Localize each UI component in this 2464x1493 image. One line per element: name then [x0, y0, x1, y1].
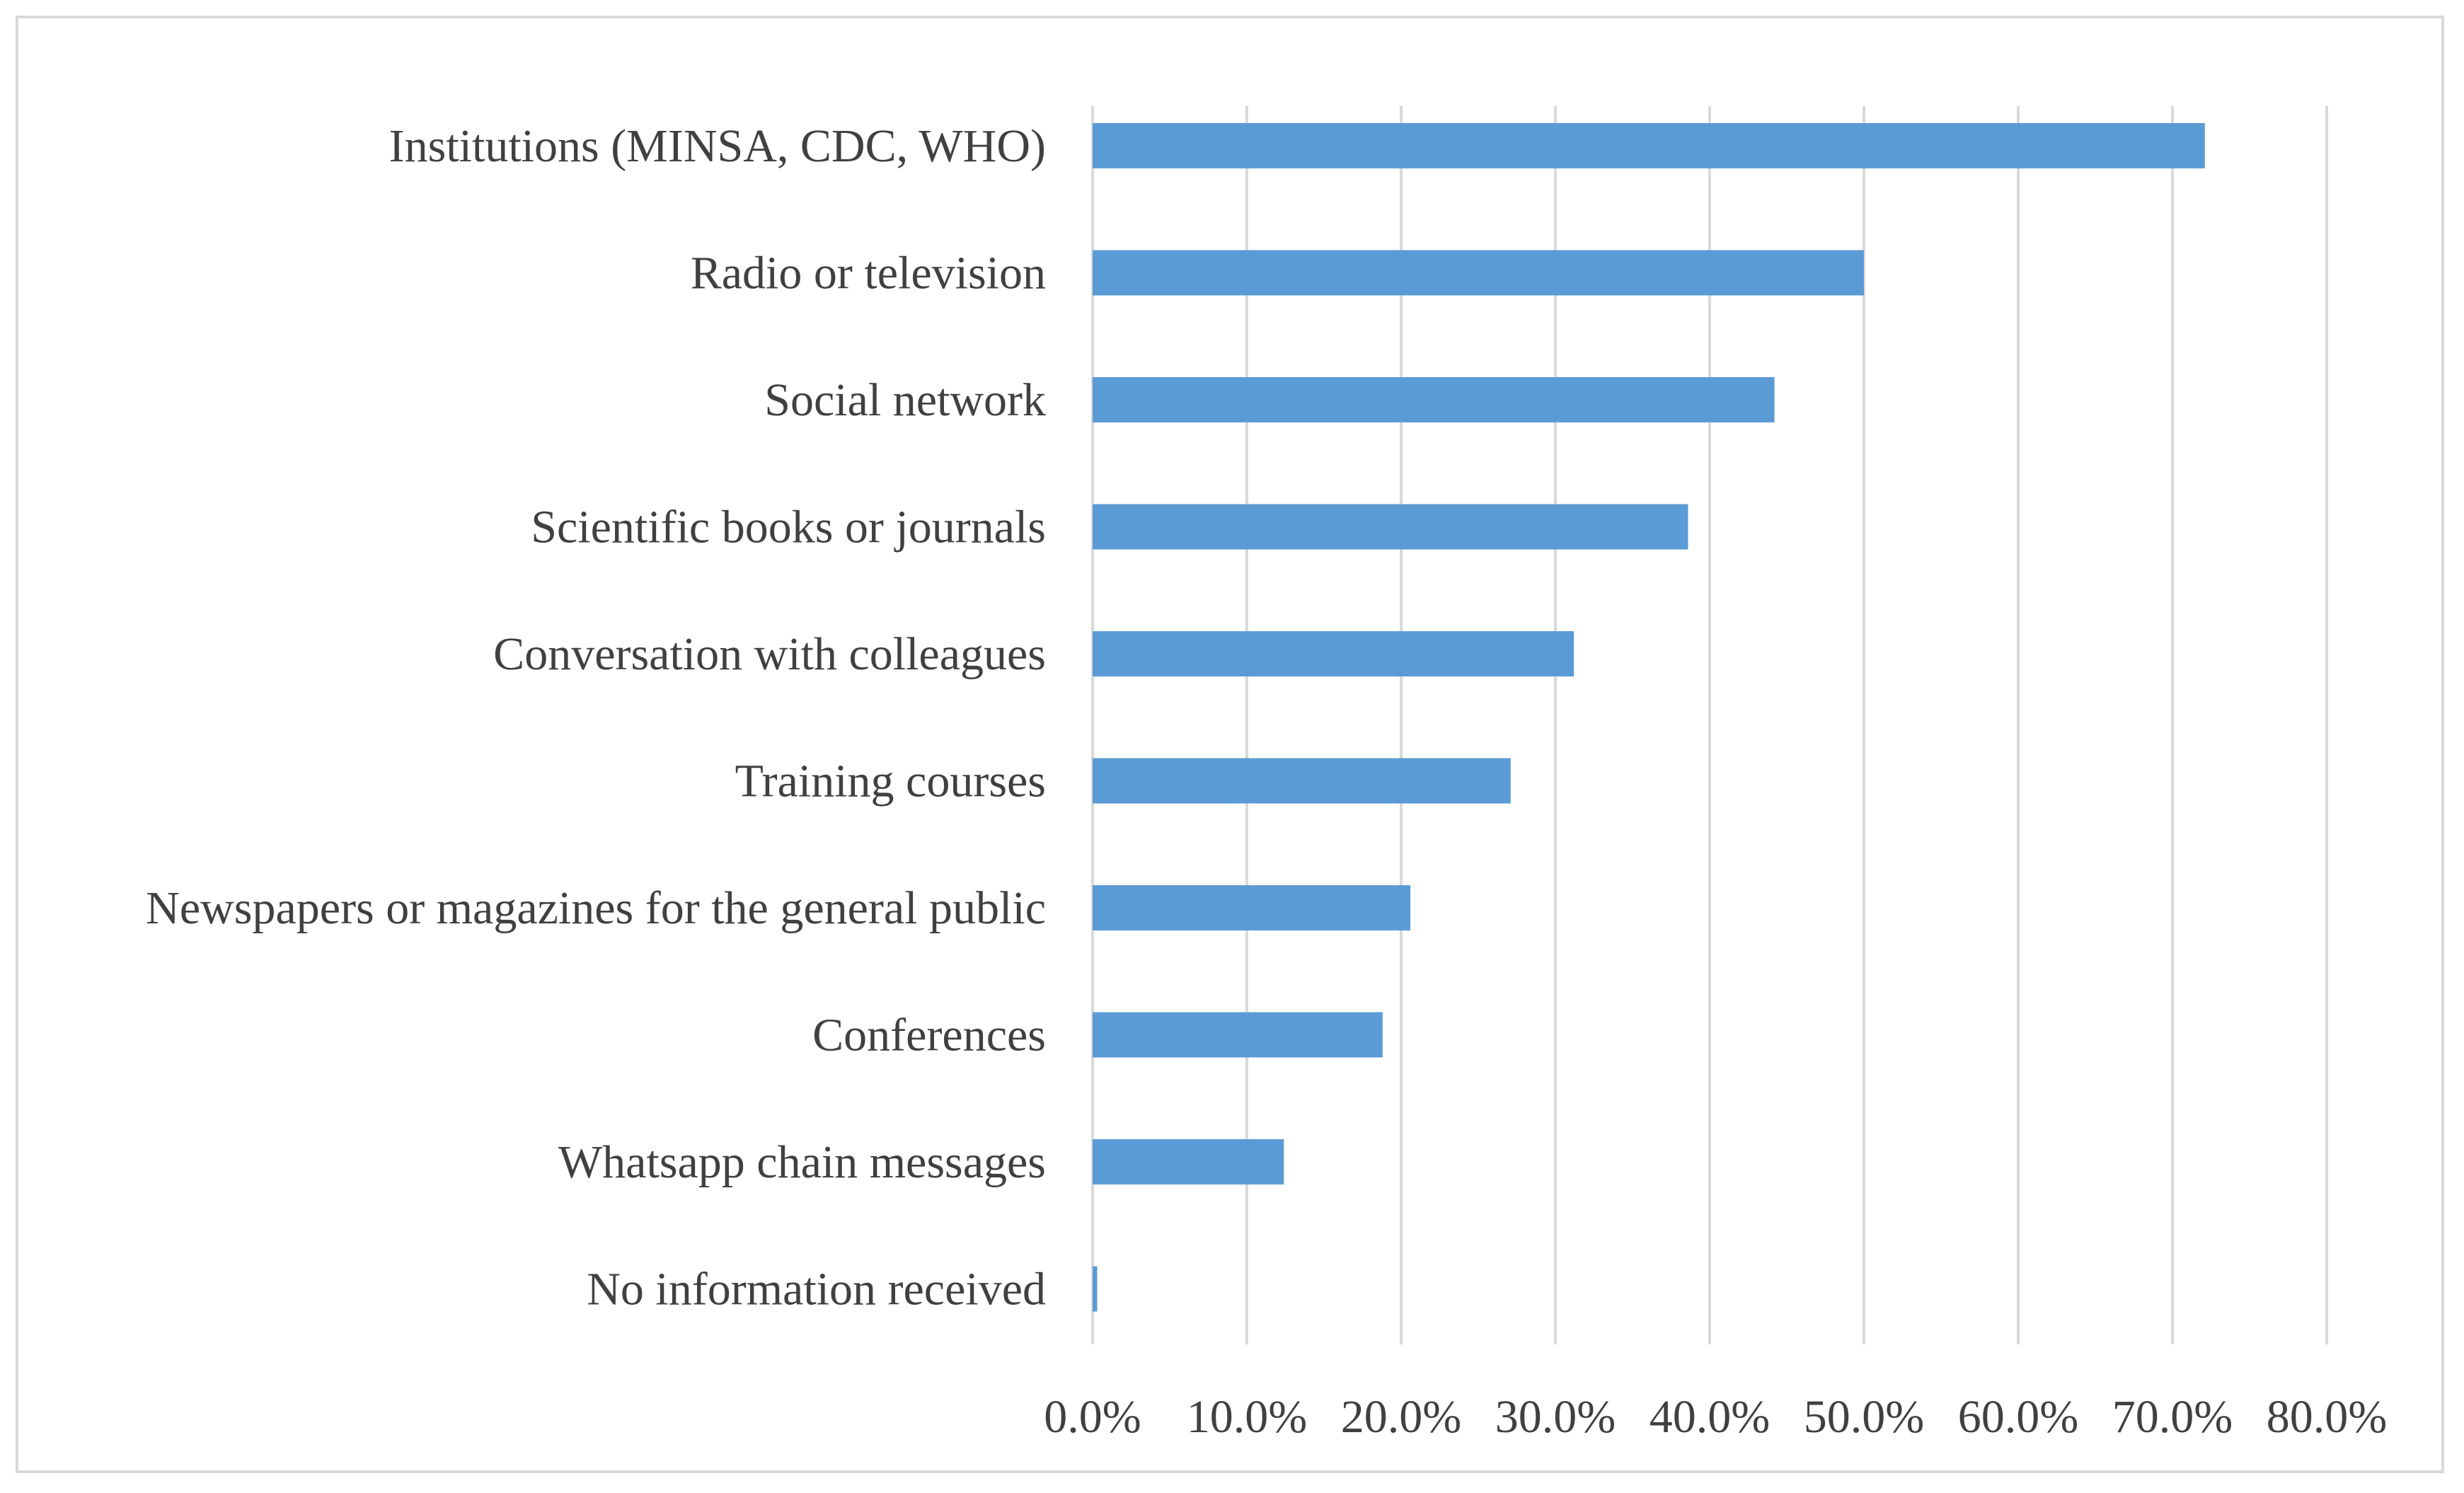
- bar: [1093, 1266, 1098, 1312]
- category-label: Training courses: [735, 756, 1046, 807]
- x-tick-label: 10.0%: [1187, 1391, 1307, 1443]
- bar: [1093, 377, 1775, 422]
- x-tick-label: 0.0%: [1044, 1391, 1141, 1443]
- category-label: Social network: [764, 374, 1046, 426]
- category-label: No information received: [587, 1264, 1046, 1315]
- bar: [1093, 504, 1688, 550]
- category-label: Scientific books or journals: [531, 502, 1046, 553]
- category-labels: Institutions (MINSA, CDC, WHO) Radio or t…: [146, 120, 1046, 1315]
- bar: [1093, 758, 1511, 804]
- category-label: Conferences: [812, 1010, 1046, 1061]
- x-tick-label: 30.0%: [1495, 1391, 1616, 1443]
- category-label: Radio or television: [691, 248, 1046, 299]
- bar: [1093, 1012, 1383, 1058]
- bar: [1093, 123, 2205, 168]
- x-tick-label: 60.0%: [1958, 1391, 2078, 1443]
- category-label: Institutions (MINSA, CDC, WHO): [389, 120, 1046, 172]
- x-tick-label: 80.0%: [2267, 1391, 2387, 1443]
- x-tick-label: 40.0%: [1650, 1391, 1770, 1443]
- bar: [1093, 631, 1574, 676]
- category-label: Newspapers or magazines for the general …: [146, 882, 1046, 934]
- bars: [1093, 123, 2205, 1312]
- gridlines: [1091, 106, 2328, 1344]
- category-label: Conversation with colleagues: [493, 628, 1046, 680]
- bar: [1093, 885, 1411, 930]
- x-tick-label: 50.0%: [1804, 1391, 1924, 1443]
- x-tick-label: 20.0%: [1341, 1391, 1461, 1443]
- bar: [1093, 1139, 1284, 1184]
- category-label: Whatsapp chain messages: [558, 1136, 1046, 1188]
- x-tick-label: 70.0%: [2112, 1391, 2233, 1443]
- bar: [1093, 250, 1864, 296]
- x-tick-labels: 0.0% 10.0% 20.0% 30.0% 40.0% 50.0% 60.0% 70.0% 8…: [1044, 1391, 2387, 1443]
